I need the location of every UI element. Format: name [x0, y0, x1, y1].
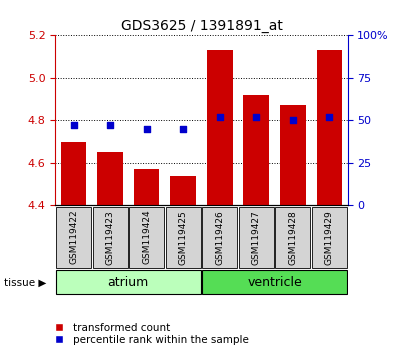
Title: GDS3625 / 1391891_at: GDS3625 / 1391891_at	[120, 19, 282, 33]
Text: GSM119422: GSM119422	[69, 210, 78, 264]
Bar	[243, 95, 269, 205]
FancyBboxPatch shape	[92, 207, 128, 268]
FancyBboxPatch shape	[275, 207, 310, 268]
Bar	[207, 50, 233, 205]
Text: GSM119424: GSM119424	[142, 210, 151, 264]
Text: GSM119429: GSM119429	[325, 210, 334, 264]
FancyBboxPatch shape	[239, 207, 274, 268]
FancyBboxPatch shape	[202, 207, 237, 268]
FancyBboxPatch shape	[56, 207, 91, 268]
Bar	[316, 50, 342, 205]
Bar	[97, 152, 123, 205]
Point	[326, 114, 333, 120]
Text: GSM119427: GSM119427	[252, 210, 261, 264]
Point	[216, 114, 223, 120]
FancyBboxPatch shape	[166, 207, 201, 268]
Bar	[170, 176, 196, 205]
Point	[143, 126, 150, 132]
Point	[70, 122, 77, 128]
FancyBboxPatch shape	[129, 207, 164, 268]
Text: GSM119425: GSM119425	[179, 210, 188, 264]
Text: GSM119428: GSM119428	[288, 210, 297, 264]
Text: atrium: atrium	[108, 276, 149, 289]
Point	[107, 122, 113, 128]
Bar	[280, 105, 306, 205]
Point	[290, 118, 296, 123]
Text: GSM119426: GSM119426	[215, 210, 224, 264]
Bar	[61, 142, 87, 205]
Point	[253, 114, 260, 120]
Text: tissue ▶: tissue ▶	[4, 277, 46, 287]
FancyBboxPatch shape	[56, 270, 201, 294]
FancyBboxPatch shape	[202, 270, 347, 294]
Legend: transformed count, percentile rank within the sample: transformed count, percentile rank withi…	[45, 318, 253, 349]
Bar	[134, 169, 160, 205]
Text: ventricle: ventricle	[247, 276, 302, 289]
Point	[180, 126, 186, 132]
Text: GSM119423: GSM119423	[105, 210, 115, 264]
FancyBboxPatch shape	[312, 207, 347, 268]
